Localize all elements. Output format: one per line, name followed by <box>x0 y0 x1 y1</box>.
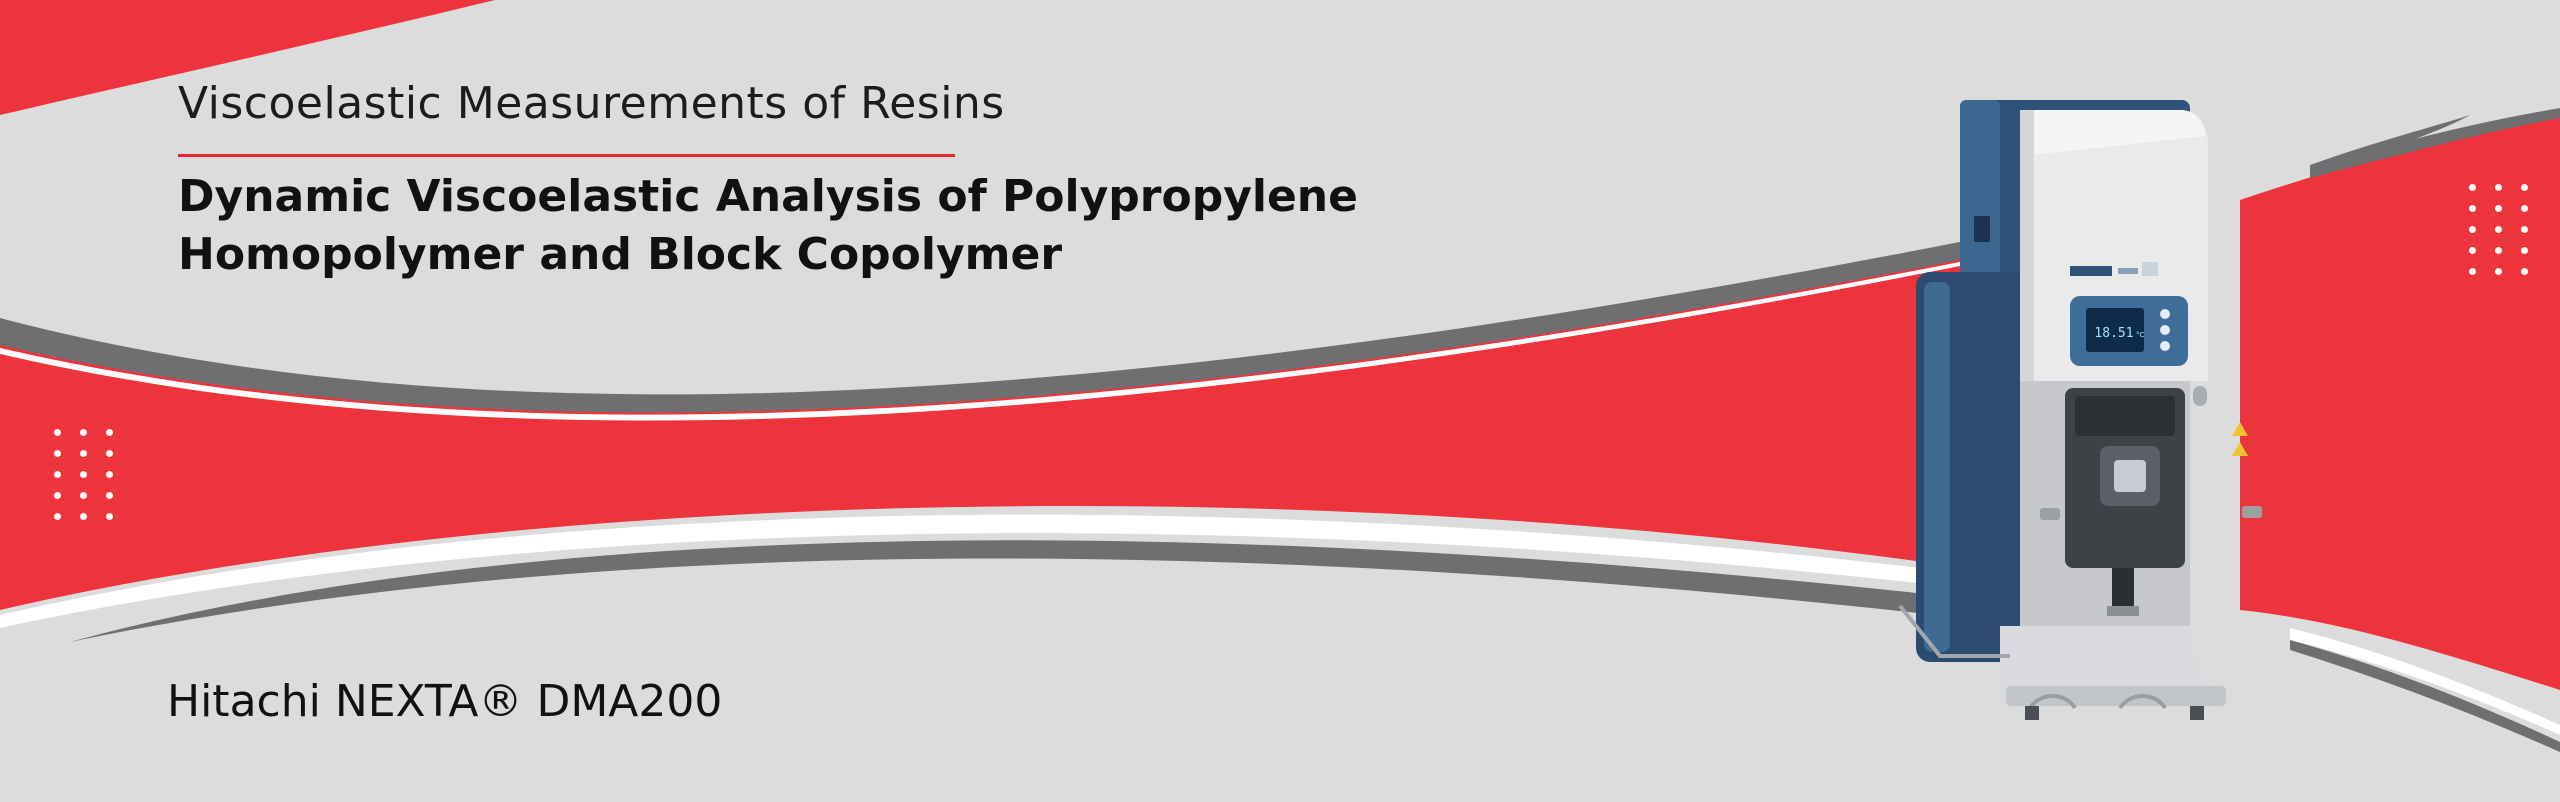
instrument-base <box>2000 626 2210 696</box>
dot-pattern-left <box>54 429 113 520</box>
banner-subtitle: Viscoelastic Measurements of Resins <box>178 78 1005 129</box>
instrument-temperature-reading: 18.51 <box>2094 326 2133 341</box>
product-name: Hitachi NEXTA® DMA200 <box>167 676 723 727</box>
instrument-temperature-unit: °C <box>2136 331 2145 339</box>
red-wedge-top-left <box>0 0 495 115</box>
gray-swoosh-upper <box>0 238 1980 413</box>
banner-title: Dynamic Viscoelastic Analysis of Polypro… <box>178 168 1358 284</box>
dma200-instrument-image: 18.51 °C <box>1898 100 2262 720</box>
banner-title-line-1: Dynamic Viscoelastic Analysis of Polypro… <box>178 171 1358 222</box>
dot-pattern-right <box>2469 184 2528 275</box>
red-area-right <box>2240 110 2560 690</box>
gray-swoosh-lower <box>70 540 1980 642</box>
title-divider <box>178 154 955 157</box>
banner-title-line-2: Homopolymer and Block Copolymer <box>178 229 1063 280</box>
